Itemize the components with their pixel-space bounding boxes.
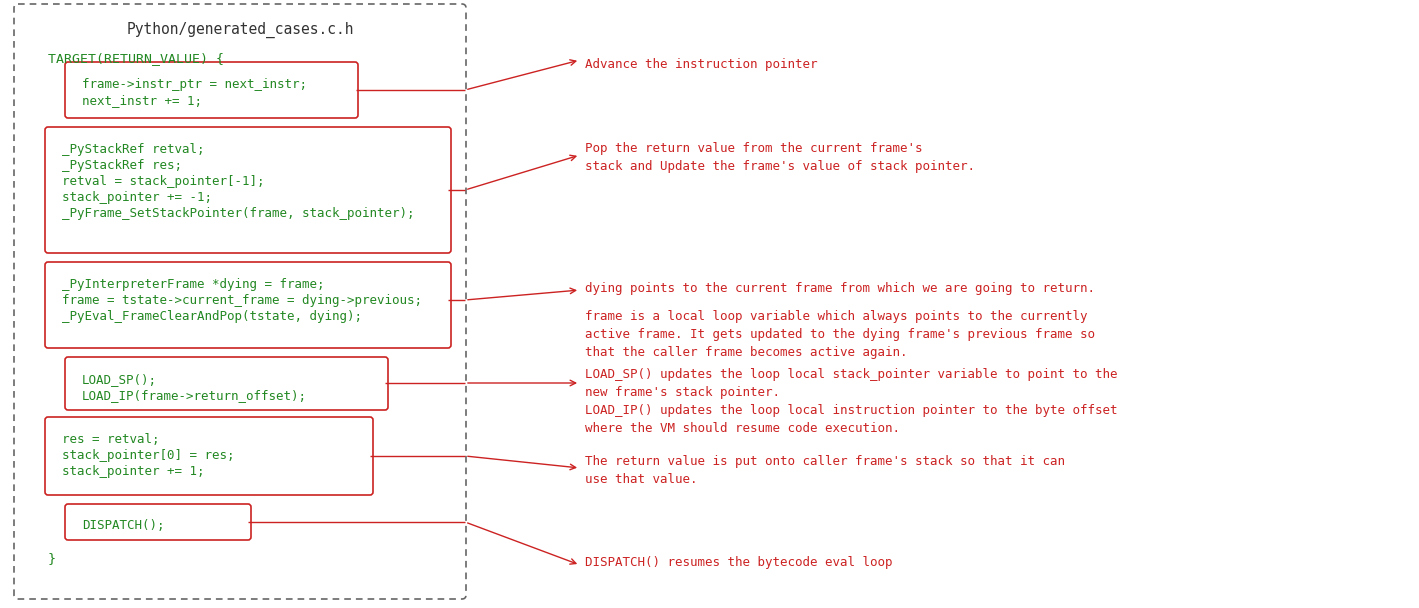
- Text: dying points to the current frame from which we are going to return.: dying points to the current frame from w…: [585, 282, 1095, 295]
- Text: }: }: [48, 552, 55, 565]
- Text: The return value is put onto caller frame's stack so that it can
use that value.: The return value is put onto caller fram…: [585, 455, 1066, 486]
- FancyBboxPatch shape: [65, 504, 251, 540]
- Text: retval = stack_pointer[-1];: retval = stack_pointer[-1];: [62, 175, 264, 188]
- Text: next_instr += 1;: next_instr += 1;: [82, 94, 201, 107]
- Text: DISPATCH() resumes the bytecode eval loop: DISPATCH() resumes the bytecode eval loo…: [585, 556, 893, 569]
- FancyBboxPatch shape: [45, 417, 373, 495]
- Text: frame = tstate->current_frame = dying->previous;: frame = tstate->current_frame = dying->p…: [62, 294, 421, 307]
- Text: stack_pointer[0] = res;: stack_pointer[0] = res;: [62, 449, 234, 462]
- FancyBboxPatch shape: [45, 262, 451, 348]
- Text: stack_pointer += 1;: stack_pointer += 1;: [62, 465, 204, 478]
- FancyBboxPatch shape: [14, 4, 465, 599]
- Text: TARGET(RETURN_VALUE) {: TARGET(RETURN_VALUE) {: [48, 52, 224, 65]
- Text: Pop the return value from the current frame's
stack and Update the frame's value: Pop the return value from the current fr…: [585, 142, 975, 173]
- Text: _PyInterpreterFrame *dying = frame;: _PyInterpreterFrame *dying = frame;: [62, 278, 325, 291]
- Text: Advance the instruction pointer: Advance the instruction pointer: [585, 58, 817, 71]
- Text: Python/generated_cases.c.h: Python/generated_cases.c.h: [126, 22, 353, 38]
- Text: LOAD_SP();: LOAD_SP();: [82, 373, 158, 386]
- Text: LOAD_IP(frame->return_offset);: LOAD_IP(frame->return_offset);: [82, 389, 307, 402]
- Text: res = retval;: res = retval;: [62, 433, 159, 446]
- Text: frame is a local loop variable which always points to the currently
active frame: frame is a local loop variable which alw…: [585, 310, 1095, 359]
- Text: _PyFrame_SetStackPointer(frame, stack_pointer);: _PyFrame_SetStackPointer(frame, stack_po…: [62, 207, 414, 220]
- Text: frame->instr_ptr = next_instr;: frame->instr_ptr = next_instr;: [82, 78, 307, 91]
- Text: LOAD_SP() updates the loop local stack_pointer variable to point to the
new fram: LOAD_SP() updates the loop local stack_p…: [585, 368, 1118, 435]
- Text: _PyStackRef retval;: _PyStackRef retval;: [62, 143, 204, 156]
- FancyBboxPatch shape: [45, 127, 451, 253]
- Text: _PyEval_FrameClearAndPop(tstate, dying);: _PyEval_FrameClearAndPop(tstate, dying);: [62, 310, 362, 323]
- Text: DISPATCH();: DISPATCH();: [82, 519, 165, 532]
- Text: stack_pointer += -1;: stack_pointer += -1;: [62, 191, 211, 204]
- Text: _PyStackRef res;: _PyStackRef res;: [62, 159, 182, 172]
- FancyBboxPatch shape: [65, 62, 358, 118]
- FancyBboxPatch shape: [65, 357, 387, 410]
